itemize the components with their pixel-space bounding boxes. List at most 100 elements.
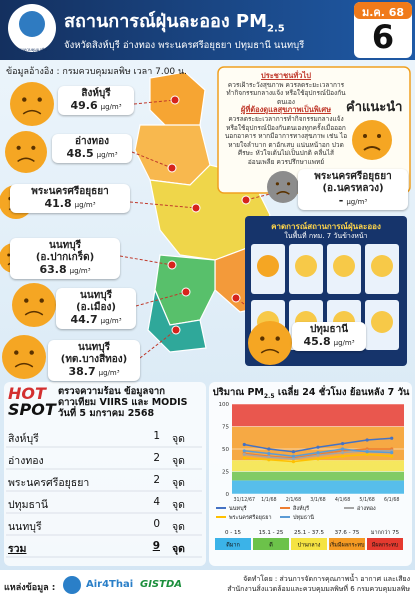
hotspot-badge-top: HOT [8,384,46,403]
x-tick-label: 31/12/67 [234,497,256,503]
station-card: อ่างทอง 48.5 µg/m³ [52,134,132,163]
x-tick-label: 4/1/68 [335,497,350,503]
series-point [365,450,369,454]
forecast-subtitle: ในพื้นที่ กทม. 7 วันข้างหน้า [284,232,368,240]
face [2,335,46,379]
subtitle: จังหวัดสิงห์บุรี อ่างทอง พระนครศรีอยุธยา… [64,40,305,51]
advice-sensitive-text: ควรลดระยะเวลาการทำกิจกรรมกลางแจ้ง หรือใช… [224,114,348,166]
footer-credit1: จัดทำโดย : ส่วนการจัดการคุณภาพน้ำ อากาศ … [243,575,410,583]
station-unit: µg/m³ [98,369,120,377]
series-point [242,442,246,447]
station-reading: 44.7 µg/m³ [56,314,136,327]
band-swatch [253,538,289,550]
face-eye [287,182,291,186]
forecast-face [371,311,393,333]
chart-title-text: ปริมาณ PM [212,387,264,398]
hotspot-province: พระนครศรีอยุธยา [8,477,90,489]
hotspot-province: ปทุมธานี [8,499,48,511]
hotspot-unit: จุด [172,521,185,533]
legend-label: ปทุมธานี [293,514,314,521]
face-mouth [363,146,381,151]
station-dot [241,195,251,205]
series-point [316,451,320,455]
face-eye [377,134,381,138]
station-dot [170,95,180,105]
hotspot-count: 1 [153,430,160,442]
face-eye [31,145,36,150]
face-eye [7,253,11,257]
face [12,283,56,327]
station-value: 45.8 [303,335,331,348]
station-reading: 38.7 µg/m³ [48,366,140,379]
series-point [291,457,296,461]
station-reading: 48.5 µg/m³ [52,148,132,161]
station-unit: µg/m³ [74,201,96,209]
station-value: 41.8 [44,197,72,210]
station-name: นนทบุรี [78,342,110,353]
series-point [340,451,345,455]
series-point [390,451,394,455]
band-level: เริ่มมีผลกระทบ [329,541,365,549]
band-range: 25.1 - 37.5 [294,530,324,536]
station-reading: 41.8 µg/m³ [10,198,130,211]
x-tick-label: 6/1/68 [384,497,399,503]
series-point [242,456,246,460]
station-unit: µg/m³ [100,317,122,325]
hotspot-province: อ่างทอง [8,455,44,467]
advice-general-title: ประชาชนทั่วไป [260,71,312,80]
hotspot-unit: จุด [172,499,185,511]
connector [119,255,173,266]
hotspot-source: ดาวเทียม VIIRS และ MODIS [58,397,188,408]
series-point [316,445,320,449]
series-point [316,457,320,461]
band-swatch [215,538,251,550]
chart-band [232,471,404,481]
chart-title: ปริมาณ PM2.5 เฉลี่ย 24 ชั่วโมง ย้อนหลัง … [212,385,410,400]
station-value: 49.6 [70,99,98,112]
face-eye [29,350,34,355]
header-band [0,0,415,60]
station-dot [191,203,201,213]
face-mouth [22,109,42,115]
series-point [267,451,271,456]
station-dot [167,163,177,173]
chart-band [232,480,404,494]
face-eye [260,336,265,341]
advice-general-text: ควรเฝ้าระวังสุขภาพ ควรลดระยะเวลาการทำกิจ… [226,80,346,106]
hotspot-count: 9 [152,540,160,552]
station-dot [171,325,181,335]
station-card: สิงห์บุรี 49.6 µg/m³ [58,86,134,115]
connector [135,291,187,307]
title-text: สถานการณ์ฝุ่นละออง PM [64,11,268,32]
station-card: นนทบุรี (ทต.บางสีทอง) 38.7 µg/m³ [48,340,140,381]
station-card: พระนครศรีอยุธยา 41.8 µg/m³ [10,184,130,213]
series-point [267,447,271,451]
series-point [316,453,320,457]
station-value: 63.8 [39,263,67,276]
connector [133,99,176,105]
station-value: 44.7 [70,313,98,326]
hotspot-unit: จุด [172,433,185,445]
logo-emblem [19,11,45,37]
face-eye [363,134,367,138]
advice-title: คำแนะนำ [346,100,403,115]
hotspot-province: นนทบุรี [8,521,42,533]
station-card: นนทบุรี (อ.ปากเกร็ด) 63.8 µg/m³ [10,238,120,279]
station-card: ปทุมธานี 45.8 µg/m³ [292,322,366,351]
hotspot-title: ตรวจความร้อน ข้อมูลจาก [58,386,166,397]
station-unit: µg/m³ [333,339,355,347]
y-tick-label: 25 [222,470,229,476]
title: สถานการณ์ฝุ่นละออง PM2.5 [64,6,285,35]
station-reading: 45.8 µg/m³ [292,336,366,349]
series-point [267,455,271,459]
hotspot-unit: จุด [172,543,185,555]
face-eye [22,97,27,102]
x-tick-label: 1/1/68 [261,497,276,503]
station-district: (ทต.บางสีทอง) [60,354,128,365]
hotspot-count: 2 [153,452,160,464]
connector [139,329,177,359]
legend-label: สิงห์บุรี [292,505,309,512]
station-card: พระนครศรีอยุธยา (อ.นครหลวง) - µg/m³ [298,169,408,210]
x-tick-label: 2/1/68 [286,497,301,503]
